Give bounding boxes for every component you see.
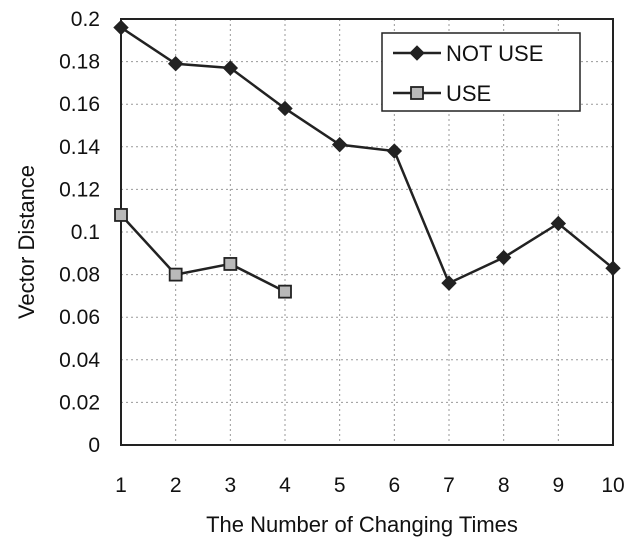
- plot-area-frame: [120, 18, 614, 446]
- data-point-use: [278, 284, 292, 299]
- y-axis-ticks: 0 0.02 0.04 0.06 0.08 0.1 0.12 0.14 0.16 0.18 0.2: [59, 8, 100, 457]
- y-tick-label: 0: [88, 434, 100, 457]
- data-point-not-use: [277, 100, 293, 117]
- data-point-not-use: [331, 136, 348, 153]
- data-point-not-use: [386, 143, 403, 159]
- legend-label-use: USE: [446, 81, 491, 106]
- x-tick-label: 10: [601, 474, 624, 497]
- data-point-not-use: [167, 56, 184, 72]
- legend-entries: NOT USE USE: [393, 41, 543, 106]
- y-tick-label: 0.12: [59, 178, 100, 201]
- x-tick-label: 3: [224, 474, 236, 497]
- x-tick-label: 2: [170, 474, 182, 497]
- data-point-not-use: [113, 19, 129, 36]
- data-point-use: [168, 267, 183, 282]
- data-point-not-use: [550, 215, 567, 232]
- legend: NOT USE USE: [381, 32, 581, 112]
- x-tick-label: 5: [334, 474, 346, 497]
- series-use: [114, 208, 292, 299]
- y-tick-label: 0.18: [59, 51, 100, 74]
- y-tick-label: 0.02: [59, 391, 100, 414]
- data-point-not-use: [605, 260, 621, 276]
- y-tick-label: 0.16: [59, 93, 100, 116]
- data-point-use: [223, 257, 238, 271]
- legend-marker-use: [410, 86, 424, 100]
- x-tick-label: 7: [443, 474, 455, 497]
- y-tick-label: 0.06: [59, 306, 100, 329]
- x-tick-label: 9: [552, 474, 564, 497]
- x-axis-title: The Number of Changing Times: [206, 512, 518, 537]
- legend-marker-not-use: [409, 45, 425, 61]
- series-line-not-use: [120, 26, 614, 285]
- x-tick-label: 4: [279, 474, 291, 497]
- series-layer: [113, 19, 621, 299]
- x-tick-label: 8: [498, 474, 510, 497]
- data-point-use: [114, 208, 128, 222]
- legend-entry-not-use: NOT USE: [393, 41, 543, 66]
- legend-entry-use: USE: [393, 81, 491, 106]
- y-axis-title: Vector Distance: [14, 165, 39, 319]
- x-tick-label: 6: [388, 474, 400, 497]
- y-tick-label: 0.08: [59, 264, 100, 287]
- y-tick-label: 0.1: [71, 221, 100, 244]
- x-tick-label: 1: [115, 474, 127, 497]
- series-line-use: [120, 214, 286, 293]
- y-tick-label: 0.04: [59, 349, 100, 372]
- y-tick-label: 0.2: [71, 8, 100, 31]
- data-point-not-use: [495, 249, 512, 266]
- y-tick-label: 0.14: [59, 136, 100, 159]
- x-axis-ticks: 1 2 3 4 5 6 7 8 9 10: [115, 474, 625, 497]
- data-point-not-use: [441, 275, 457, 291]
- series-not-use: [113, 19, 621, 291]
- data-point-not-use: [222, 60, 239, 76]
- legend-label-not-use: NOT USE: [446, 41, 543, 66]
